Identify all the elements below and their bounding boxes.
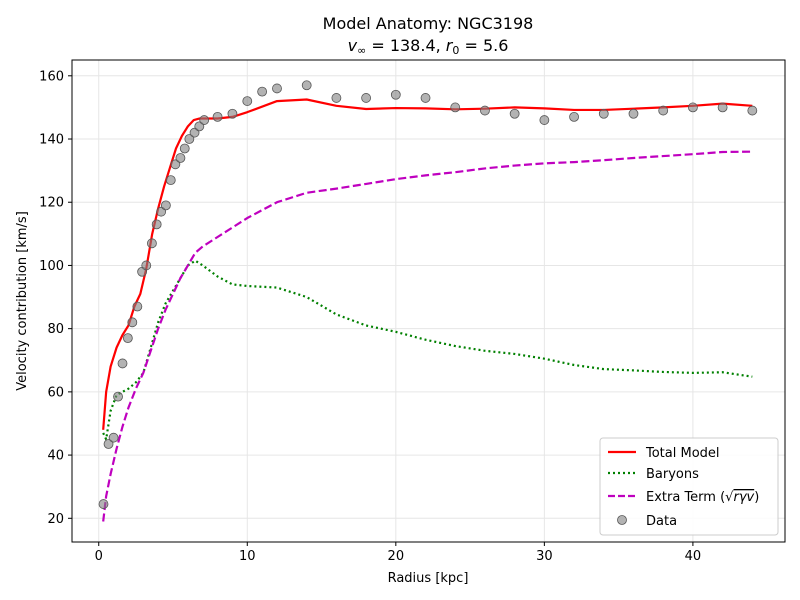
data-point — [688, 102, 698, 113]
data-point — [257, 86, 268, 97]
data-point — [301, 80, 312, 91]
legend: Total Model Baryons Extra Term (√rγv) Da… — [599, 437, 779, 536]
data-point — [480, 105, 490, 116]
data-point — [103, 439, 114, 449]
y-axis-label: Velocity contribution [km/s] — [15, 211, 30, 391]
data-point — [227, 108, 238, 119]
legend-swatch-data — [617, 515, 627, 525]
plot-area-frame — [71, 59, 786, 543]
x-tick-label: 10 — [239, 549, 256, 564]
data-point — [361, 93, 372, 103]
x-tick-label: 20 — [388, 549, 405, 564]
legend-extra-suffix: ) — [754, 490, 759, 505]
subtitle-r: r — [446, 36, 454, 55]
subtitle-inf: ∞ — [357, 44, 366, 57]
data-point — [628, 108, 639, 119]
data-point — [539, 115, 550, 125]
data-point — [569, 111, 579, 122]
series-line-extra — [102, 150, 753, 522]
x-axis-ticks: 0 10 20 30 40 — [95, 542, 702, 564]
data-point — [390, 89, 401, 100]
chart-title: Model Anatomy: NGC3198 — [323, 14, 534, 33]
data-point — [598, 108, 609, 119]
y-tick-label: 120 — [39, 196, 64, 211]
chart-subtitle: v∞ = 138.4, r0 = 5.6 — [348, 36, 509, 57]
y-tick-label: 140 — [39, 133, 64, 148]
data-point — [165, 175, 176, 186]
subtitle-eq2: = 5.6 — [459, 36, 508, 55]
legend-label-baryons: Baryons — [646, 467, 699, 482]
y-tick-label: 80 — [47, 322, 64, 337]
x-axis-label: Radius [kpc] — [388, 571, 469, 586]
legend-extra-sqrt: √ — [725, 490, 734, 505]
data-point — [331, 93, 342, 103]
subtitle-zero: 0 — [452, 44, 459, 57]
legend-extra-prefix: Extra Term ( — [646, 490, 725, 505]
data-point — [717, 102, 728, 113]
data-point — [420, 93, 431, 103]
data-point — [509, 108, 520, 119]
data-point — [141, 260, 152, 271]
data-point — [242, 96, 253, 106]
y-tick-label: 20 — [47, 512, 64, 527]
data-point — [175, 153, 186, 163]
data-point — [272, 83, 282, 94]
data-point — [212, 111, 223, 122]
data-point — [658, 105, 669, 116]
legend-label-data: Data — [646, 514, 677, 529]
series-layer — [98, 80, 758, 522]
legend-box — [599, 437, 779, 536]
y-axis-ticks: 20 40 60 80 100 120 140 160 — [39, 69, 72, 527]
x-tick-label: 30 — [536, 549, 553, 564]
y-tick-label: 100 — [39, 259, 64, 274]
data-point — [147, 238, 157, 249]
data-point — [450, 102, 461, 113]
series-line-baryons — [102, 259, 753, 441]
data-point — [184, 134, 195, 144]
data-point — [108, 432, 119, 443]
data-point — [170, 159, 181, 170]
data-point — [113, 391, 123, 402]
legend-extra-math: rγv — [733, 490, 754, 505]
data-point — [122, 333, 133, 344]
x-tick-label: 0 — [95, 549, 103, 564]
data-point — [160, 200, 171, 211]
data-point — [132, 301, 143, 312]
y-tick-label: 40 — [47, 449, 64, 464]
subtitle-eq1: = 138.4, — [366, 36, 446, 55]
y-tick-label: 60 — [47, 385, 64, 400]
subtitle-v: v — [348, 36, 358, 55]
data-point — [127, 317, 138, 328]
data-point — [747, 105, 758, 116]
legend-label-total: Total Model — [645, 446, 720, 461]
y-tick-label: 160 — [39, 69, 64, 84]
data-point — [98, 499, 109, 509]
data-point — [179, 143, 190, 154]
legend-label-extra: Extra Term (√rγv) — [646, 490, 759, 505]
data-point — [199, 115, 210, 125]
data-point — [117, 358, 128, 369]
data-point — [151, 219, 162, 230]
x-tick-label: 40 — [685, 549, 702, 564]
